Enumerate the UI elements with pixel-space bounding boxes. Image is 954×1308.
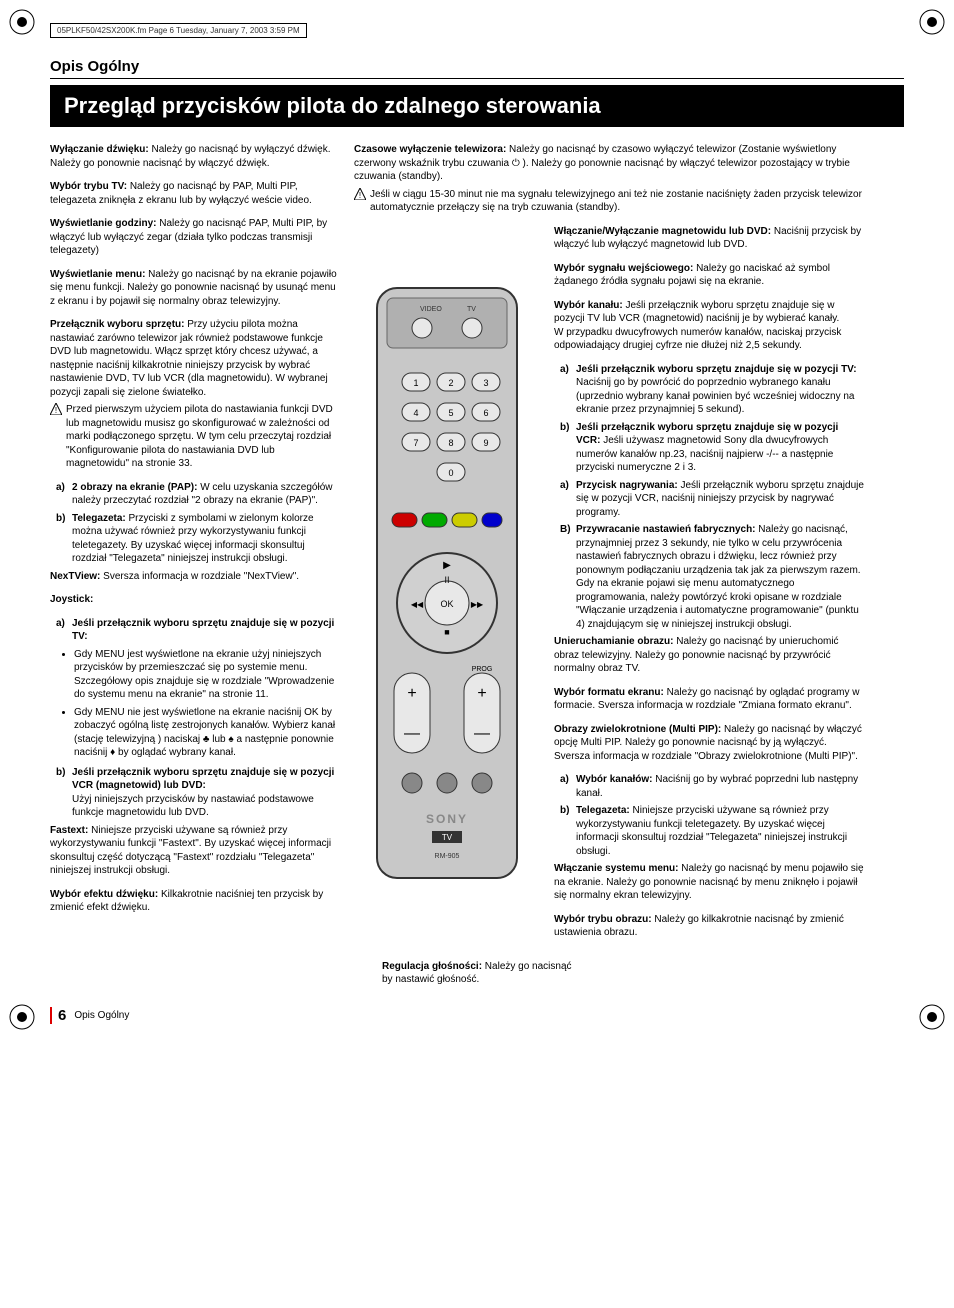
svg-text:2: 2	[448, 378, 453, 388]
svg-text:3: 3	[483, 378, 488, 388]
svg-text:PROG: PROG	[472, 666, 493, 673]
left-joystick-list: a)Jeśli przełącznik wyboru sprzętu znajd…	[56, 617, 340, 820]
svg-text:RM-905: RM-905	[435, 853, 460, 860]
reg-mark-tl	[8, 8, 36, 41]
header-meta: 05PLKF50/42SX200K.fm Page 6 Tuesday, Jan…	[50, 23, 307, 38]
svg-text:!: !	[55, 406, 57, 415]
right-top-warning: ! Jeśli w ciągu 15-30 minut nie ma sygna…	[354, 188, 864, 215]
reg-mark-br	[918, 1003, 946, 1036]
svg-text:!: !	[359, 191, 361, 200]
svg-text:5: 5	[448, 408, 453, 418]
svg-text:6: 6	[483, 408, 488, 418]
left-selector: Przełącznik wyboru sprzętu: Przy użyciu …	[50, 318, 340, 471]
right-multipip-ab: a)Wybór kanałów: Naciśnij go by wybrać p…	[560, 773, 864, 858]
remote-column: VIDEO TV 1 2 3 4 5 6 7 8 9 0 OK ▶ II ◀◀ ▶▶ ■ + —	[352, 143, 542, 950]
right-pip-a: a)Wybór kanałów: Naciśnij go by wybrać p…	[560, 773, 864, 800]
reg-mark-bl	[8, 1003, 36, 1036]
svg-text:8: 8	[448, 438, 453, 448]
right-channel-ab: a)Jeśli przełącznik wyboru sprzętu znajd…	[560, 363, 864, 475]
svg-text:1: 1	[413, 378, 418, 388]
left-joy-b: b)Jeśli przełącznik wyboru sprzętu znajd…	[56, 766, 340, 820]
svg-text:▶: ▶	[443, 560, 451, 571]
svg-text:7: 7	[413, 438, 418, 448]
footer: 6 Opis Ogólny	[50, 1007, 904, 1024]
right-rec-b: B)Przywracanie nastawień fabrycznych: Na…	[560, 523, 864, 631]
right-pip-b: b)Telegazeta: Niniejsze przyciski używan…	[560, 804, 864, 858]
right-ch-a: a)Jeśli przełącznik wyboru sprzętu znajd…	[560, 363, 864, 417]
svg-text:VIDEO: VIDEO	[420, 306, 442, 313]
bottom-volume: Regulacja głośności: Należy go nacisnąć …	[382, 960, 572, 987]
svg-text:◀◀: ◀◀	[411, 600, 424, 609]
warning-icon: !	[354, 188, 366, 200]
right-ch-b: b)Jeśli przełącznik wyboru sprzętu znajd…	[560, 421, 864, 475]
left-joy-a-bullets: Gdy MENU jest wyświetlone na ekranie uży…	[74, 648, 340, 760]
content-columns: Wyłączanie dźwięku: Należy go nacisnąć b…	[50, 143, 904, 950]
left-ab-list: a)2 obrazy na ekranie (PAP): W celu uzys…	[56, 481, 340, 566]
svg-text:+: +	[407, 685, 416, 702]
remote-illustration: VIDEO TV 1 2 3 4 5 6 7 8 9 0 OK ▶ II ◀◀ ▶▶ ■ + —	[372, 283, 522, 883]
right-vcr-power: Włączanie/Wyłączanie magnetowidu lub DVD…	[554, 225, 864, 252]
section-head: Opis Ogólny	[50, 58, 904, 79]
svg-text:II: II	[444, 575, 449, 585]
left-menu: Wyświetlanie menu: Należy go nacisnąć by…	[50, 268, 340, 309]
right-rec-a: a)Przycisk nagrywania: Jeśli przełącznik…	[560, 479, 864, 520]
svg-text:+: +	[477, 685, 486, 702]
right-freeze: Unieruchamianie obrazu: Należy go nacisn…	[554, 635, 864, 676]
left-nextview: NexTView: Sversza informacja w rozdziale…	[50, 570, 340, 584]
main-title: Przegląd przycisków pilota do zdalnego s…	[50, 85, 904, 127]
svg-text:TV: TV	[467, 306, 476, 313]
footer-label: Opis Ogólny	[74, 1010, 129, 1021]
svg-text:—: —	[474, 725, 490, 742]
page-number: 6	[58, 1007, 66, 1024]
svg-text:0: 0	[448, 468, 453, 478]
warning-icon: !	[50, 403, 62, 415]
left-column: Wyłączanie dźwięku: Należy go nacisnąć b…	[50, 143, 340, 950]
svg-text:SONY: SONY	[426, 812, 468, 826]
left-joy-a-bul2: Gdy MENU nie jest wyświetlone na ekranie…	[74, 706, 340, 760]
right-column: Czasowe wyłączenie telewizora: Należy go…	[554, 143, 864, 950]
right-channel: Wybór kanału: Jeśli przełącznik wyboru s…	[554, 299, 864, 353]
left-joy-a: a)Jeśli przełącznik wyboru sprzętu znajd…	[56, 617, 340, 644]
right-picture-mode: Wybór trybu obrazu: Należy go kilkakrotn…	[554, 913, 864, 940]
left-joy-a-bul1: Gdy MENU jest wyświetlone na ekranie uży…	[74, 648, 340, 702]
left-clock: Wyświetlanie godziny: Należy go nacisnąć…	[50, 217, 340, 258]
svg-text:9: 9	[483, 438, 488, 448]
left-joystick-head: Joystick:	[50, 593, 340, 607]
left-fastext: Fastext: Niniejsze przyciski używane są …	[50, 824, 340, 878]
svg-text:OK: OK	[440, 599, 453, 609]
reg-mark-tr	[918, 8, 946, 41]
left-mute: Wyłączanie dźwięku: Należy go nacisnąć b…	[50, 143, 340, 170]
right-top-standby: Czasowe wyłączenie telewizora: Należy go…	[354, 143, 864, 215]
right-input-select: Wybór sygnału wejściowego: Należy go nac…	[554, 262, 864, 289]
left-sound-effect: Wybór efektu dźwięku: Kilkakrotnie naciś…	[50, 888, 340, 915]
svg-text:TV: TV	[442, 833, 453, 842]
right-menu-on: Włączanie systemu menu: Należy go nacisn…	[554, 862, 864, 903]
left-a-pap: a)2 obrazy na ekranie (PAP): W celu uzys…	[56, 481, 340, 508]
svg-text:■: ■	[444, 627, 449, 637]
right-multipip: Obrazy zwielokrotnione (Multi PIP): Nale…	[554, 723, 864, 764]
svg-text:▶▶: ▶▶	[471, 600, 484, 609]
left-selector-warning: ! Przed pierwszym użyciem pilota do nast…	[50, 403, 340, 471]
right-rec-ab: a)Przycisk nagrywania: Jeśli przełącznik…	[560, 479, 864, 632]
left-b-teletext: b)Telegazeta: Przyciski z symbolami w zi…	[56, 512, 340, 566]
svg-text:—: —	[404, 725, 420, 742]
svg-text:4: 4	[413, 408, 418, 418]
right-format: Wybór formatu ekranu: Należy go nacisnąć…	[554, 686, 864, 713]
left-tvmode: Wybór trybu TV: Należy go nacisnąć by PA…	[50, 180, 340, 207]
